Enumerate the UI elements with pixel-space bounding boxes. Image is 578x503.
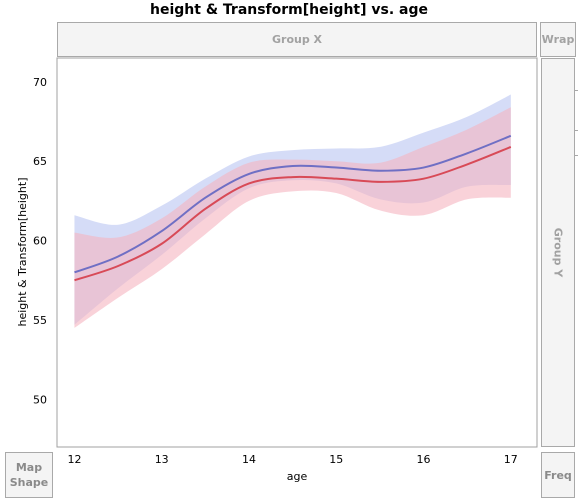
freq-label: Freq: [544, 468, 572, 482]
confidence-band-1: [74, 94, 511, 325]
map-shape-label-line2: Shape: [9, 476, 49, 489]
overlay-zone-edge: [575, 130, 578, 131]
chart-title: height & Transform[height] vs. age: [150, 2, 428, 18]
wrap-label: Wrap: [541, 33, 575, 46]
freq-drop-zone[interactable]: Freq: [541, 452, 575, 498]
map-shape-drop-zone[interactable]: Map Shape: [5, 452, 53, 498]
y-axis-title: height & Transform[height]: [16, 178, 29, 327]
group-y-drop-zone[interactable]: Group Y: [541, 58, 575, 447]
confidence-band-2: [74, 107, 511, 328]
x-tick-label: 12: [68, 453, 82, 466]
y-tick-label: 50: [33, 393, 47, 406]
x-axis-title: age: [287, 470, 308, 483]
x-tick-label: 14: [242, 453, 256, 466]
smoother-line-2[interactable]: [74, 145, 512, 282]
smoother-line-1[interactable]: [74, 134, 512, 274]
group-x-drop-zone[interactable]: Group X: [57, 22, 537, 57]
overlay-zone-edge: [575, 155, 578, 156]
y-tick-label: 55: [33, 314, 47, 327]
x-tick-label: 13: [155, 453, 169, 466]
y-tick-label: 60: [33, 235, 47, 248]
x-tick-label: 16: [417, 453, 431, 466]
wrap-drop-zone[interactable]: Wrap: [540, 22, 576, 57]
x-tick-label: 15: [329, 453, 343, 466]
x-tick-label: 17: [504, 453, 518, 466]
map-shape-label-line1: Map: [15, 461, 43, 474]
overlay-zone-edge: [575, 90, 578, 91]
group-x-label: Group X: [271, 33, 323, 46]
y-tick-label: 65: [33, 155, 47, 168]
y-tick-label: 70: [33, 76, 47, 89]
